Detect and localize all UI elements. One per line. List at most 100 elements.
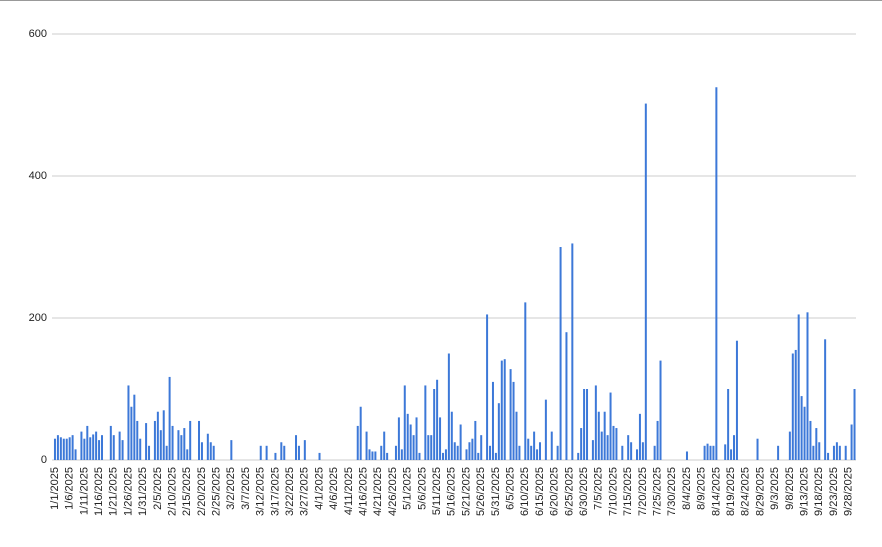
- x-tick-label: 9/3/2025: [769, 467, 781, 510]
- x-tick-label: 3/27/2025: [299, 467, 311, 516]
- x-tick-label: 1/1/2025: [49, 467, 61, 510]
- y-tick-label: 400: [29, 170, 47, 182]
- bar: [497, 403, 500, 460]
- bar: [162, 410, 165, 460]
- x-tick-label: 7/10/2025: [607, 467, 619, 516]
- bar: [98, 440, 101, 460]
- x-tick-label: 4/1/2025: [313, 467, 325, 510]
- x-tick-label: 1/16/2025: [93, 467, 105, 516]
- bar: [297, 445, 300, 460]
- bar: [189, 420, 192, 460]
- bar: [465, 449, 468, 460]
- bar: [615, 428, 618, 460]
- bar: [777, 445, 780, 460]
- bar: [486, 314, 489, 460]
- x-tick-label: 8/4/2025: [681, 467, 693, 510]
- bar: [453, 442, 456, 460]
- x-tick-label: 8/9/2025: [696, 467, 708, 510]
- bar: [433, 389, 436, 460]
- bar: [594, 385, 597, 460]
- bar: [171, 425, 174, 460]
- bar: [636, 449, 639, 460]
- x-tick-label: 8/14/2025: [710, 467, 722, 516]
- bar: [524, 302, 527, 460]
- bar: [109, 425, 112, 460]
- bar: [415, 417, 418, 460]
- bar: [653, 445, 656, 460]
- bar: [436, 379, 439, 460]
- bar: [200, 442, 203, 460]
- bar: [656, 420, 659, 460]
- bar: [806, 312, 809, 460]
- bar: [530, 445, 533, 460]
- bar: [550, 431, 553, 460]
- bar: [62, 438, 65, 460]
- bar: [586, 389, 589, 460]
- x-tick-label: 2/20/2025: [196, 467, 208, 516]
- bar: [424, 385, 427, 460]
- bar: [365, 431, 368, 460]
- bar: [536, 449, 539, 460]
- x-tick-label: 3/2/2025: [225, 467, 237, 510]
- bar: [509, 369, 512, 460]
- bar: [447, 353, 450, 460]
- x-tick-label: 3/12/2025: [255, 467, 267, 516]
- bar: [394, 445, 397, 460]
- bar: [156, 411, 159, 460]
- bar: [412, 435, 415, 460]
- bar: [145, 423, 148, 460]
- bar: [591, 440, 594, 460]
- bar: [265, 445, 268, 460]
- bar: [165, 445, 168, 460]
- x-tick-label: 5/21/2025: [460, 467, 472, 516]
- bar: [818, 442, 821, 460]
- bar: [621, 445, 624, 460]
- bar: [374, 451, 377, 460]
- bar: [177, 430, 180, 460]
- bar: [577, 452, 580, 460]
- bar: [659, 360, 662, 460]
- bar: [491, 381, 494, 460]
- bar: [112, 435, 115, 460]
- bar: [480, 435, 483, 460]
- bar: [83, 438, 86, 460]
- x-tick-label: 3/17/2025: [269, 467, 281, 516]
- bar: [383, 431, 386, 460]
- bar: [809, 420, 812, 460]
- bar: [159, 430, 162, 460]
- bar: [494, 452, 497, 460]
- bar: [715, 87, 718, 460]
- bar: [118, 431, 121, 460]
- bar: [59, 437, 62, 460]
- x-tick-label: 9/13/2025: [798, 467, 810, 516]
- bar: [709, 445, 712, 460]
- bar: [612, 425, 615, 460]
- bar: [403, 385, 406, 460]
- bar: [92, 434, 95, 460]
- x-tick-label: 2/25/2025: [211, 467, 223, 516]
- x-tick-label: 1/11/2025: [78, 467, 90, 515]
- bar: [456, 445, 459, 460]
- bar: [835, 442, 838, 460]
- x-tick-label: 1/31/2025: [137, 467, 149, 516]
- bar: [730, 449, 733, 460]
- bar: [503, 359, 506, 460]
- x-tick-label: 8/19/2025: [725, 467, 737, 516]
- bar: [477, 452, 480, 460]
- bar: [74, 449, 77, 460]
- bar: [95, 431, 98, 460]
- bar: [371, 451, 374, 460]
- bar: [580, 428, 583, 460]
- x-tick-label: 1/26/2025: [122, 467, 134, 516]
- bar: [712, 445, 715, 460]
- bar: [559, 247, 562, 460]
- bar: [812, 445, 815, 460]
- bar: [468, 442, 471, 460]
- bar: [518, 445, 521, 460]
- bar: [471, 438, 474, 460]
- bar: [133, 394, 136, 460]
- x-tick-label: 6/20/2025: [549, 467, 561, 516]
- bar: [318, 452, 321, 460]
- bar: [827, 452, 830, 460]
- bar: [280, 442, 283, 460]
